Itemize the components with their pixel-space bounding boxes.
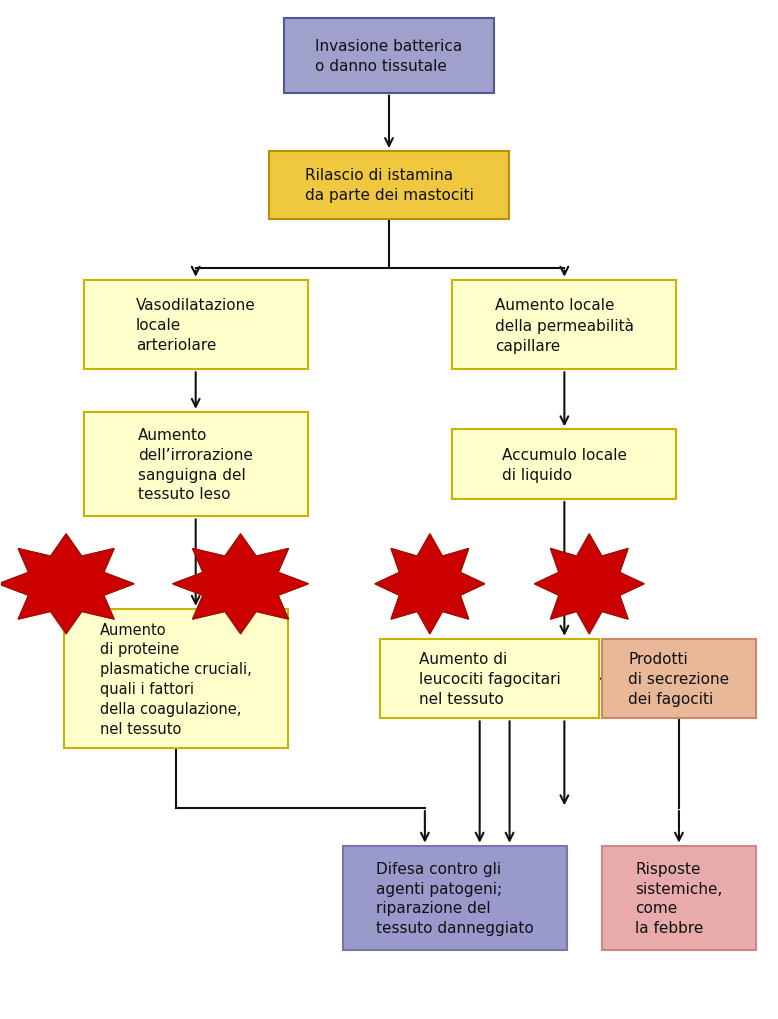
Polygon shape — [173, 534, 308, 634]
Text: Edema: Edema — [406, 578, 454, 591]
Polygon shape — [375, 534, 485, 634]
Polygon shape — [0, 534, 134, 634]
Text: Dolore: Dolore — [566, 578, 612, 591]
Text: Rilascio di istamina
da parte dei mastociti: Rilascio di istamina da parte dei mastoc… — [304, 168, 474, 203]
FancyBboxPatch shape — [601, 639, 756, 718]
Polygon shape — [534, 534, 644, 634]
FancyBboxPatch shape — [83, 413, 308, 517]
FancyBboxPatch shape — [601, 846, 756, 951]
Text: Invasione batterica
o danno tissutale: Invasione batterica o danno tissutale — [315, 39, 463, 73]
FancyBboxPatch shape — [285, 18, 493, 94]
Text: Risposte
sistemiche,
come
la febbre: Risposte sistemiche, come la febbre — [636, 861, 723, 935]
Text: Riscaldamento: Riscaldamento — [189, 578, 293, 591]
Text: Aumento locale
della permeabilità
capillare: Aumento locale della permeabilità capill… — [495, 298, 634, 354]
Text: Aumento di
leucociti fagocitari
nel tessuto: Aumento di leucociti fagocitari nel tess… — [419, 651, 560, 706]
FancyBboxPatch shape — [452, 280, 676, 370]
FancyBboxPatch shape — [83, 280, 308, 370]
Text: Aumento
di proteine
plasmatiche cruciali,
quali i fattori
della coagulazione,
ne: Aumento di proteine plasmatiche cruciali… — [100, 622, 251, 736]
FancyBboxPatch shape — [64, 609, 288, 749]
FancyBboxPatch shape — [452, 430, 676, 499]
FancyBboxPatch shape — [342, 846, 567, 951]
FancyBboxPatch shape — [269, 152, 509, 219]
Text: Prodotti
di secrezione
dei fagociti: Prodotti di secrezione dei fagociti — [629, 651, 730, 706]
Text: Accumulo locale
di liquido: Accumulo locale di liquido — [502, 447, 627, 482]
Text: Arrossamento: Arrossamento — [17, 578, 115, 591]
Text: Aumento
dell’irrorazione
sanguigna del
tessuto leso: Aumento dell’irrorazione sanguigna del t… — [138, 428, 253, 501]
FancyBboxPatch shape — [380, 639, 599, 718]
Text: Vasodilatazione
locale
arteriolare: Vasodilatazione locale arteriolare — [136, 298, 255, 353]
Text: Difesa contro gli
agenti patogeni;
riparazione del
tessuto danneggiato: Difesa contro gli agenti patogeni; ripar… — [376, 861, 534, 935]
